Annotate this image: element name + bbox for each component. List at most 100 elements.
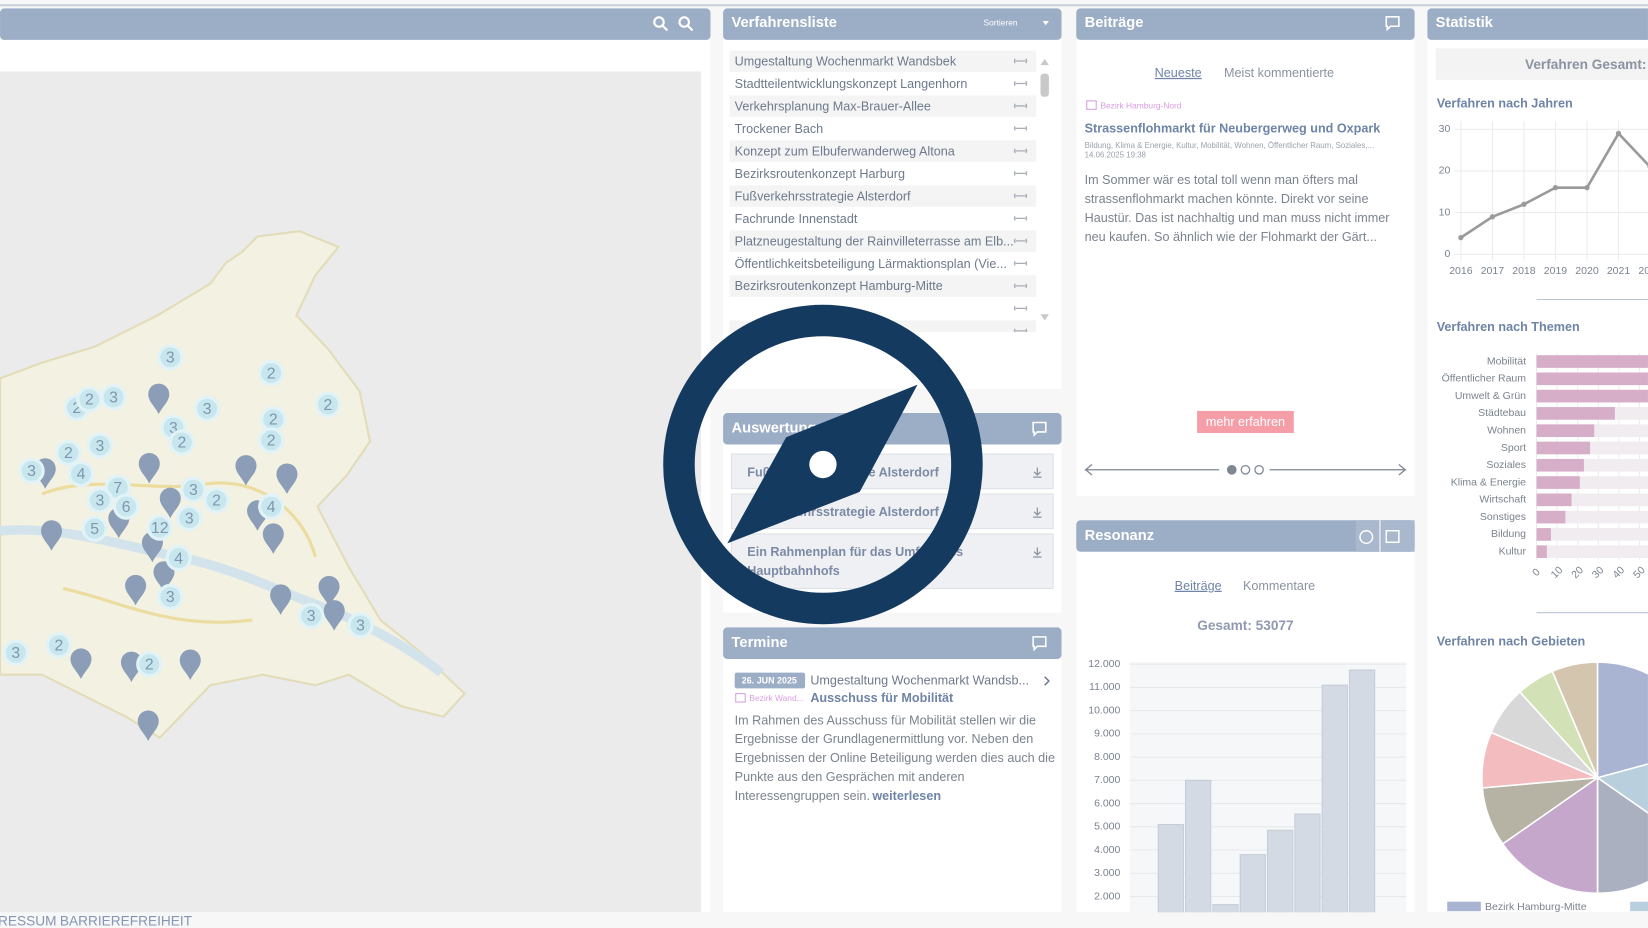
procedure-item[interactable]: Fußverkehrsstrategie Alsterdorf <box>735 189 911 203</box>
legend-swatch[interactable] <box>1630 901 1648 912</box>
dot[interactable] <box>1254 464 1264 475</box>
cluster-count[interactable]: 2 <box>267 365 276 382</box>
cluster-count[interactable]: 3 <box>96 438 105 455</box>
cluster-count[interactable]: 2 <box>267 433 276 450</box>
cluster[interactable] <box>203 487 230 514</box>
cluster[interactable] <box>165 544 192 572</box>
procedure-item[interactable]: Öffentlichkeitsbeteiligung Lärmaktionspl… <box>735 257 1007 271</box>
cluster[interactable] <box>86 432 114 459</box>
cluster-count[interactable]: 12 <box>151 520 169 537</box>
comment-icon[interactable] <box>1385 16 1400 32</box>
tab[interactable]: Kommentare <box>1243 579 1315 593</box>
post-title[interactable]: Strassenflohmarkt für Neubergerweg und O… <box>1085 122 1382 136</box>
download-icon[interactable] <box>1033 467 1042 478</box>
map-pin[interactable] <box>148 383 170 415</box>
cluster[interactable] <box>55 439 82 467</box>
list-row[interactable] <box>729 50 1037 72</box>
link-icon[interactable] <box>1013 103 1028 109</box>
procedure-item[interactable]: Bezirksroutenkonzept Harburg <box>735 167 905 181</box>
more-button-label[interactable]: mehr erfahren <box>1206 415 1285 429</box>
link-icon[interactable] <box>1013 125 1028 131</box>
map-pin[interactable] <box>159 487 181 519</box>
dot[interactable] <box>1226 464 1237 475</box>
cluster-count[interactable]: 5 <box>90 521 99 538</box>
link-icon[interactable] <box>1013 170 1028 176</box>
link-icon[interactable] <box>1013 58 1028 64</box>
cluster-count[interactable]: 3 <box>11 645 20 662</box>
procedure-item[interactable]: Platzneugestaltung der Rainvilleterrasse… <box>735 234 1014 248</box>
legend-swatch[interactable] <box>1447 901 1481 912</box>
procedure-item[interactable]: Umgestaltung Wochenmarkt Wandsbek <box>735 54 957 68</box>
cluster[interactable] <box>193 395 221 422</box>
cluster[interactable] <box>86 487 114 514</box>
cluster[interactable] <box>67 460 95 488</box>
map-pin[interactable] <box>235 455 257 486</box>
list-row[interactable] <box>729 140 1037 162</box>
next-arrow[interactable] <box>1269 464 1407 476</box>
map-pin[interactable] <box>120 651 142 683</box>
procedure-item[interactable]: Verkehrsplanung Max-Brauer-Allee <box>735 99 931 113</box>
map-pin[interactable] <box>138 452 160 484</box>
cluster[interactable] <box>136 651 163 678</box>
view-toggle[interactable] <box>1355 520 1415 552</box>
cluster-count[interactable]: 7 <box>113 480 122 497</box>
cluster-count[interactable]: 4 <box>267 499 276 516</box>
cluster[interactable] <box>146 514 173 541</box>
cluster-count[interactable]: 2 <box>85 392 94 409</box>
evaluation-title[interactable]: Hauptbahnhofs <box>747 564 839 578</box>
list-row[interactable] <box>729 72 1037 95</box>
procedure-item[interactable]: Stadtteilentwicklungskonzept Langenhorn <box>735 77 968 91</box>
evaluation-title[interactable]: Ein Rahmenplan für das Umfeld des <box>747 545 963 559</box>
sort-caret[interactable] <box>1042 21 1049 26</box>
cluster-count[interactable]: 2 <box>64 445 73 462</box>
cluster[interactable] <box>18 457 45 484</box>
map-pin[interactable] <box>125 574 147 606</box>
map-pin[interactable] <box>137 710 159 741</box>
pie-slice[interactable] <box>1596 661 1648 779</box>
tab-active[interactable]: Beiträge <box>1175 579 1222 593</box>
cluster-count[interactable]: 3 <box>27 463 36 480</box>
cluster[interactable] <box>258 427 285 454</box>
cluster-count[interactable]: 2 <box>145 656 154 673</box>
list-row[interactable] <box>729 117 1037 140</box>
list-row[interactable] <box>729 252 1037 275</box>
cluster-count[interactable]: 3 <box>169 420 178 437</box>
list-row[interactable] <box>729 230 1037 252</box>
comment-icon[interactable] <box>1032 636 1047 652</box>
map-pin[interactable] <box>70 648 92 679</box>
cluster[interactable] <box>81 515 108 542</box>
cluster-count[interactable]: 3 <box>189 482 198 499</box>
prev-arrow[interactable] <box>1083 464 1220 476</box>
cluster[interactable] <box>2 639 29 666</box>
zoom-in-icon[interactable] <box>661 24 669 32</box>
cluster-count[interactable]: 2 <box>212 492 221 509</box>
event-procedure[interactable]: Umgestaltung Wochenmarkt Wandsb... <box>810 673 1029 687</box>
chart-icon[interactable] <box>1359 530 1374 545</box>
pie-slice[interactable] <box>1595 748 1648 844</box>
download-icon[interactable] <box>1033 507 1042 518</box>
legend-label[interactable]: Bezirk Hamburg-Mitte <box>1485 901 1587 913</box>
link-icon[interactable] <box>1013 80 1028 86</box>
cluster-count[interactable]: 3 <box>109 389 118 406</box>
cluster-count[interactable]: 3 <box>166 350 175 367</box>
more-button[interactable] <box>1197 410 1294 433</box>
link-icon[interactable] <box>1013 283 1028 289</box>
cluster-count[interactable]: 3 <box>307 608 316 625</box>
chevron[interactable] <box>1044 676 1050 686</box>
list-row[interactable] <box>729 275 1037 297</box>
cluster[interactable] <box>168 429 195 456</box>
list-row[interactable] <box>729 185 1037 207</box>
comment-icon[interactable] <box>1032 421 1047 438</box>
map-pin[interactable] <box>270 584 292 615</box>
zoom-out-icon[interactable] <box>678 16 691 28</box>
cluster[interactable] <box>100 384 127 411</box>
download-icon[interactable] <box>1033 547 1042 558</box>
cluster-count[interactable]: 6 <box>122 499 131 516</box>
zoom-controls[interactable] <box>653 16 694 32</box>
list-row[interactable] <box>729 95 1037 117</box>
procedure-item[interactable]: Fachrunde Innenstadt <box>735 212 858 226</box>
cluster[interactable] <box>157 344 184 371</box>
footer-link[interactable]: BARRIEREFREIHEIT <box>60 913 193 928</box>
link-icon[interactable] <box>1013 215 1028 221</box>
map-pin[interactable] <box>323 600 345 631</box>
